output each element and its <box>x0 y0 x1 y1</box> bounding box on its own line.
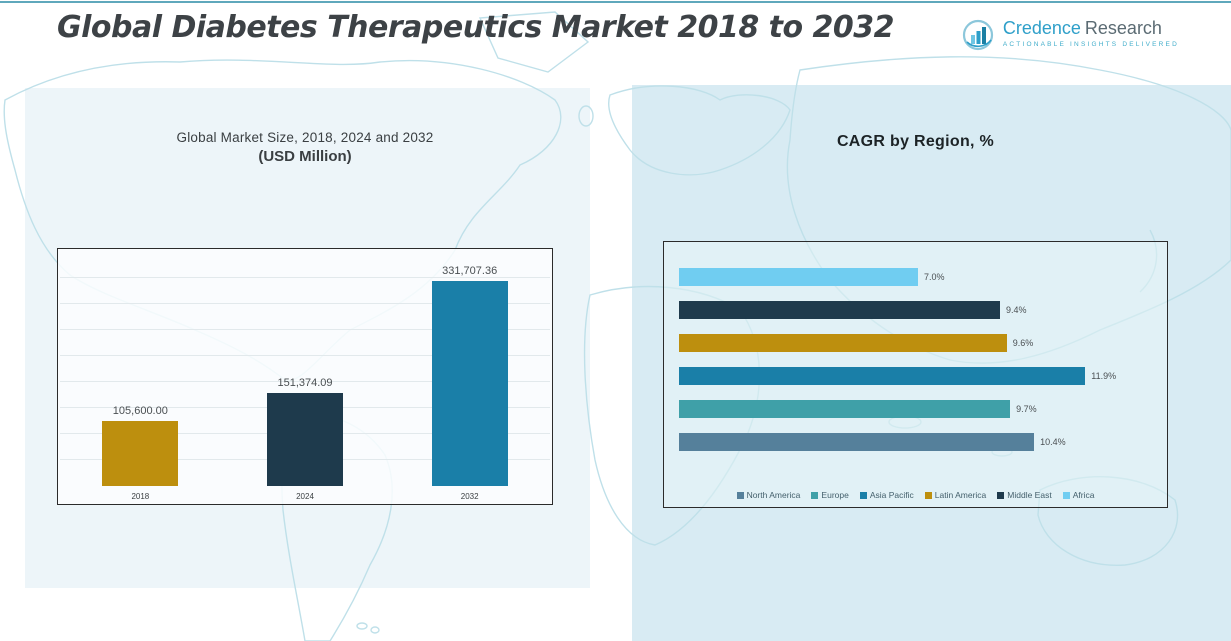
legend-item-europe: Europe <box>811 490 849 500</box>
bar-value-label: 7.0% <box>924 272 945 282</box>
category-label-2032: 2032 <box>460 492 479 501</box>
bar-2018 <box>102 421 179 486</box>
bar-column: 105,600.00 <box>58 257 223 486</box>
cagr-row: 7.0% <box>679 268 1157 286</box>
legend-label: Europe <box>821 490 849 500</box>
bar-value-label: 10.4% <box>1040 437 1066 447</box>
bar-asia-pacific <box>679 367 1086 385</box>
cagr-row: 9.7% <box>679 400 1157 418</box>
brand-name: Credence Research <box>1003 18 1179 39</box>
legend-item-middle-east: Middle East <box>997 490 1052 500</box>
bar-europe <box>679 400 1011 418</box>
cagr-row: 9.6% <box>679 334 1157 352</box>
bar-column: 331,707.36 <box>387 257 552 486</box>
brand-secondary: Research <box>1084 18 1162 38</box>
bar-latin-america <box>679 334 1007 352</box>
bar-column: 151,374.09 <box>223 257 388 486</box>
brand-primary: Credence <box>1002 18 1081 38</box>
bar-value-label: 9.7% <box>1016 404 1037 414</box>
cagr-rows: 7.0% 9.4% 9.6% 11.9% 9.7% 10.4% <box>679 268 1157 451</box>
cagr-row: 9.4% <box>679 301 1157 319</box>
category-label-2018: 2018 <box>131 492 150 501</box>
bar-middle-east <box>679 301 1000 319</box>
legend-swatch <box>736 491 744 499</box>
category-label-2024: 2024 <box>296 492 314 501</box>
market-size-categories: 2018 2024 2032 <box>58 492 552 501</box>
cagr-legend: North America Europe Asia Pacific Latin Ame… <box>664 490 1167 500</box>
company-logo: Credence Research Actionable Insights Del… <box>961 18 1179 52</box>
bar-africa <box>679 268 918 286</box>
legend-swatch <box>811 491 819 499</box>
legend-label: Middle East <box>1007 490 1052 500</box>
bar-value-label: 331,707.36 <box>442 265 498 277</box>
legend-item-latin-america: Latin America <box>924 490 987 500</box>
legend-swatch <box>1062 491 1070 499</box>
legend-item-asia-pacific: Asia Pacific <box>859 490 914 500</box>
legend-item-africa: Africa <box>1062 490 1095 500</box>
legend-swatch <box>997 491 1005 499</box>
bar-chart-logo-icon <box>962 19 993 51</box>
cagr-row: 11.9% <box>679 367 1157 385</box>
cagr-chart-title: CAGR by Region, % <box>836 133 995 150</box>
bar-north-america <box>679 433 1035 451</box>
legend-swatch <box>859 491 867 499</box>
bar-value-label: 151,374.09 <box>277 377 333 389</box>
legend-item-north-america: North America <box>736 490 801 500</box>
cagr-chart: 7.0% 9.4% 9.6% 11.9% 9.7% 10.4% North America… <box>663 241 1168 508</box>
cagr-row: 10.4% <box>679 433 1157 451</box>
header: Global Diabetes Therapeutics Market 2018… <box>57 10 937 47</box>
legend-label: Africa <box>1072 490 1095 500</box>
bar-2024 <box>267 393 343 486</box>
legend-label: North America <box>746 490 801 500</box>
legend-swatch <box>924 491 932 499</box>
bar-2032 <box>431 281 508 486</box>
bar-value-label: 9.4% <box>1005 305 1027 315</box>
market-size-chart-titles: Global Market Size, 2018, 2024 and 2032 … <box>57 130 553 165</box>
market-size-chart: 105,600.00 151,374.09 331,707.36 2018 2024 2… <box>57 248 553 505</box>
logo-text: Credence Research Actionable Insights Del… <box>1003 18 1179 48</box>
market-size-chart-title: Global Market Size, 2018, 2024 and 2032 <box>176 130 434 145</box>
legend-label: Asia Pacific <box>869 490 914 500</box>
market-size-plot: 105,600.00 151,374.09 331,707.36 <box>58 257 552 486</box>
bar-value-label: 105,600.00 <box>112 405 168 417</box>
legend-label: Latin America <box>934 490 987 500</box>
gridline <box>60 381 550 382</box>
bar-value-label: 9.6% <box>1012 338 1034 348</box>
brand-tagline: Actionable Insights Delivered <box>1002 41 1179 48</box>
market-size-chart-subtitle: (USD Million) <box>258 148 352 165</box>
bar-value-label: 11.9% <box>1091 371 1117 381</box>
page-title: Global Diabetes Therapeutics Market 2018… <box>57 10 895 45</box>
